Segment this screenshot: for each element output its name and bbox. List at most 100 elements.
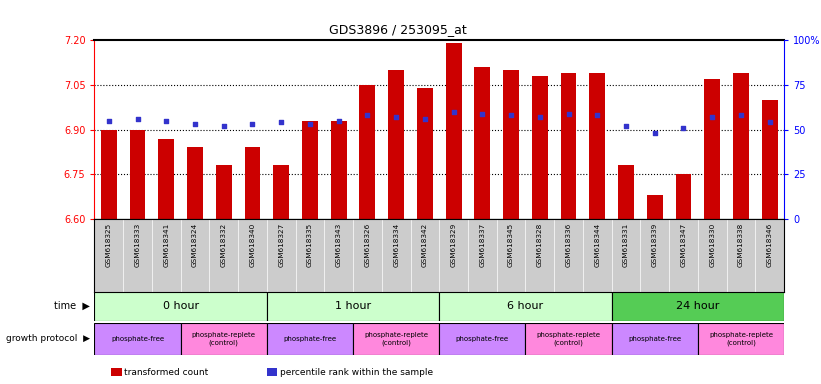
Text: GSM618340: GSM618340 — [250, 223, 255, 267]
Text: GSM618337: GSM618337 — [479, 223, 485, 267]
Text: GSM618328: GSM618328 — [537, 223, 543, 267]
Point — [361, 112, 374, 118]
Text: percentile rank within the sample: percentile rank within the sample — [280, 367, 433, 377]
Text: GSM618329: GSM618329 — [451, 223, 456, 267]
Bar — [618, 165, 634, 219]
Bar — [267, 292, 439, 321]
Point — [591, 112, 604, 118]
Bar — [360, 85, 375, 219]
Point — [189, 121, 202, 127]
Text: GSM618347: GSM618347 — [681, 223, 686, 267]
Point — [534, 114, 547, 120]
Bar — [439, 292, 612, 321]
Text: 6 hour: 6 hour — [507, 301, 544, 311]
Bar — [439, 323, 525, 355]
Text: GSM618339: GSM618339 — [652, 223, 658, 267]
Text: GDS3896 / 253095_at: GDS3896 / 253095_at — [329, 23, 467, 36]
Text: GSM618324: GSM618324 — [192, 223, 198, 267]
Point — [274, 119, 288, 126]
Bar — [561, 73, 576, 219]
Bar — [331, 121, 346, 219]
Text: phosphate-free: phosphate-free — [111, 336, 164, 342]
Text: GSM618346: GSM618346 — [767, 223, 773, 267]
Bar — [446, 43, 461, 219]
Text: phosphate-free: phosphate-free — [628, 336, 681, 342]
Text: 0 hour: 0 hour — [163, 301, 199, 311]
Bar — [302, 121, 318, 219]
Point — [246, 121, 259, 127]
Text: 24 hour: 24 hour — [677, 301, 719, 311]
Point — [504, 112, 518, 118]
Text: GSM618327: GSM618327 — [278, 223, 284, 267]
Point — [735, 112, 748, 118]
Point — [333, 118, 346, 124]
Point — [649, 130, 662, 136]
Bar — [101, 129, 117, 219]
Point — [677, 125, 690, 131]
Point — [103, 118, 116, 124]
Bar — [158, 139, 174, 219]
Text: phosphate-replete
(control): phosphate-replete (control) — [365, 332, 428, 346]
Point — [620, 123, 633, 129]
Point — [390, 114, 403, 120]
Text: GSM618333: GSM618333 — [135, 223, 140, 267]
Bar — [417, 88, 433, 219]
Bar — [733, 73, 749, 219]
Bar — [676, 174, 691, 219]
Point — [419, 116, 432, 122]
Text: GSM618336: GSM618336 — [566, 223, 571, 267]
Text: time  ▶: time ▶ — [54, 301, 90, 311]
Point — [447, 109, 461, 115]
Point — [304, 121, 317, 127]
Bar — [353, 323, 439, 355]
Bar — [273, 165, 289, 219]
Point — [131, 116, 144, 122]
Text: GSM618331: GSM618331 — [623, 223, 629, 267]
Bar — [589, 73, 605, 219]
Point — [562, 111, 576, 117]
Text: phosphate-replete
(control): phosphate-replete (control) — [537, 332, 600, 346]
Bar — [612, 323, 698, 355]
Bar — [181, 323, 267, 355]
Text: transformed count: transformed count — [124, 367, 209, 377]
Bar — [762, 100, 777, 219]
Text: GSM618345: GSM618345 — [508, 223, 514, 267]
Bar — [130, 129, 145, 219]
Text: GSM618344: GSM618344 — [594, 223, 600, 267]
Bar — [647, 195, 663, 219]
Text: GSM618326: GSM618326 — [365, 223, 370, 267]
Bar — [187, 147, 203, 219]
Bar — [245, 147, 260, 219]
Text: GSM618343: GSM618343 — [336, 223, 342, 267]
Point — [160, 118, 173, 124]
Point — [476, 111, 489, 117]
Text: GSM618334: GSM618334 — [393, 223, 399, 267]
Text: GSM618338: GSM618338 — [738, 223, 744, 267]
Bar — [704, 79, 720, 219]
Bar — [216, 165, 232, 219]
Bar — [388, 70, 404, 219]
Text: phosphate-replete
(control): phosphate-replete (control) — [192, 332, 255, 346]
Text: phosphate-free: phosphate-free — [456, 336, 509, 342]
Text: growth protocol  ▶: growth protocol ▶ — [7, 334, 90, 343]
Text: 1 hour: 1 hour — [335, 301, 371, 311]
Bar — [503, 70, 519, 219]
Bar — [94, 292, 267, 321]
Text: GSM618335: GSM618335 — [307, 223, 313, 267]
Text: phosphate-replete
(control): phosphate-replete (control) — [709, 332, 773, 346]
Text: GSM618342: GSM618342 — [422, 223, 428, 267]
Text: GSM618332: GSM618332 — [221, 223, 227, 267]
Text: phosphate-free: phosphate-free — [283, 336, 337, 342]
Bar — [267, 323, 353, 355]
Bar — [612, 292, 784, 321]
Text: GSM618341: GSM618341 — [163, 223, 169, 267]
Bar — [94, 323, 181, 355]
Bar — [525, 323, 612, 355]
Point — [706, 114, 719, 120]
Text: GSM618330: GSM618330 — [709, 223, 715, 267]
Text: GSM618325: GSM618325 — [106, 223, 112, 267]
Point — [218, 123, 231, 129]
Bar — [698, 323, 784, 355]
Bar — [475, 67, 490, 219]
Bar — [532, 76, 548, 219]
